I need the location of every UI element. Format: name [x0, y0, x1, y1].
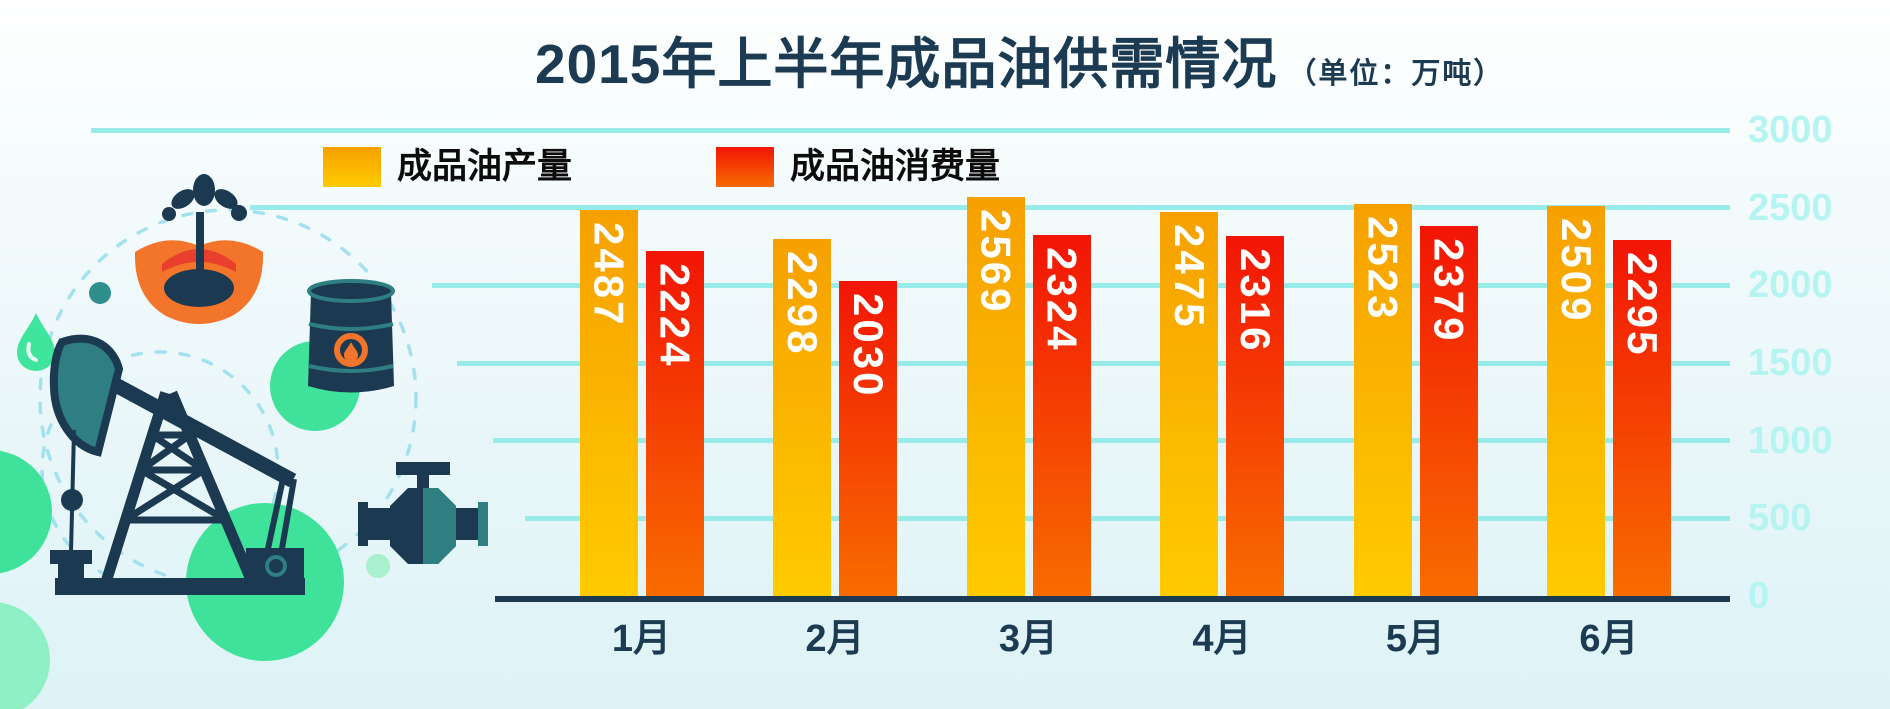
bar-value-label-wrap: 2475 — [1160, 224, 1218, 329]
green-dot-decoration — [366, 554, 390, 578]
bar-value-label: 2523 — [1359, 216, 1407, 322]
production-bar-2月 — [773, 239, 831, 596]
title-unit-label: （单位：万吨） — [1287, 58, 1505, 90]
production-legend-label: 成品油产量 — [397, 147, 573, 186]
consumption-bar-5月 — [1419, 226, 1478, 596]
pipeline-valve-icon — [358, 462, 488, 564]
production-bar-4月 — [1160, 211, 1218, 596]
gridline-1000 — [493, 438, 1730, 444]
splash-droplets — [162, 174, 247, 221]
bar-value-label: 2487 — [585, 221, 633, 328]
bar-value-label-wrap: 2487 — [580, 222, 638, 327]
gridline-3000 — [91, 127, 1730, 133]
bar-value-label: 2569 — [972, 208, 1020, 315]
x-axis-month-label: 4月 — [1192, 618, 1252, 660]
production-legend-swatch — [323, 147, 381, 187]
bar-value-label-wrap: 2379 — [1420, 238, 1478, 343]
gridline-500 — [525, 515, 1730, 521]
consumption-bar-1月 — [645, 250, 704, 596]
y-axis-tick-label: 1500 — [1748, 342, 1833, 384]
production-bar-3月 — [966, 196, 1025, 596]
bar-value-label-wrap: 2224 — [646, 263, 704, 368]
consumption-legend-swatch — [716, 147, 774, 187]
production-bar-5月 — [1353, 204, 1412, 596]
x-axis-month-label: 6月 — [1579, 618, 1639, 660]
x-axis-month-label: 3月 — [998, 618, 1059, 660]
bar-value-label: 2316 — [1232, 248, 1279, 354]
consumption-bar-4月 — [1226, 236, 1284, 596]
pumpjack-icon — [49, 334, 305, 595]
bar-value-label: 2379 — [1425, 238, 1473, 344]
teal-dot-decoration — [89, 282, 111, 304]
consumption-bar-6月 — [1613, 239, 1671, 596]
y-axis-tick-label: 1000 — [1748, 419, 1833, 462]
title-text: 2015年上半年成品油供需情况 — [535, 33, 1278, 95]
bar-value-label: 2324 — [1038, 247, 1086, 353]
bar-value-label-wrap: 2298 — [773, 251, 831, 356]
consumption-bar-2月 — [839, 280, 897, 596]
oil-gusher-icon — [135, 174, 263, 324]
bar-value-label: 2224 — [651, 262, 699, 368]
oil-barrel-icon — [307, 279, 395, 393]
green-circle-decoration — [0, 450, 52, 574]
bar-value-label-wrap: 2509 — [1547, 218, 1605, 323]
bar-value-label-wrap: 2295 — [1613, 252, 1671, 357]
consumption-legend-label: 成品油消费量 — [790, 147, 1001, 186]
oil-industry-illustration — [0, 174, 488, 709]
production-bar-1月 — [579, 209, 638, 596]
bar-value-label-wrap: 2316 — [1226, 248, 1284, 353]
x-axis-month-label: 5月 — [1385, 618, 1446, 660]
bar-value-label-wrap: 2030 — [839, 293, 897, 398]
bar-value-label: 2509 — [1553, 218, 1600, 324]
page-title: 2015年上半年成品油供需情况 （单位：万吨） — [535, 34, 1504, 104]
legend-item-consumption: 成品油消费量 — [716, 147, 1000, 187]
legend-item-production: 成品油产量 — [323, 147, 572, 187]
oil-drop-icon — [17, 313, 55, 371]
bar-value-label-wrap: 2569 — [967, 209, 1025, 314]
bar-value-label-wrap: 2324 — [1033, 247, 1091, 352]
y-axis-tick-label: 0 — [1748, 575, 1770, 617]
y-axis-tick-label: 500 — [1748, 497, 1812, 540]
bar-value-label: 2030 — [845, 292, 892, 399]
x-axis-month-label: 1月 — [611, 618, 672, 660]
green-circle-decoration — [0, 602, 50, 709]
bar-value-label: 2475 — [1166, 223, 1213, 329]
bar-value-label-wrap: 2523 — [1354, 216, 1412, 321]
bar-value-label: 2298 — [779, 251, 826, 357]
gridline-1500 — [457, 360, 1730, 366]
production-bar-6月 — [1547, 206, 1605, 596]
bar-value-label: 2295 — [1619, 251, 1666, 357]
y-axis-tick-label: 3000 — [1748, 109, 1833, 151]
consumption-bar-3月 — [1032, 235, 1091, 596]
x-axis-month-label: 2月 — [805, 618, 865, 660]
y-axis-tick-label: 2000 — [1748, 264, 1833, 307]
y-axis-tick-label: 2500 — [1748, 186, 1833, 229]
x-axis-baseline — [495, 595, 1730, 602]
